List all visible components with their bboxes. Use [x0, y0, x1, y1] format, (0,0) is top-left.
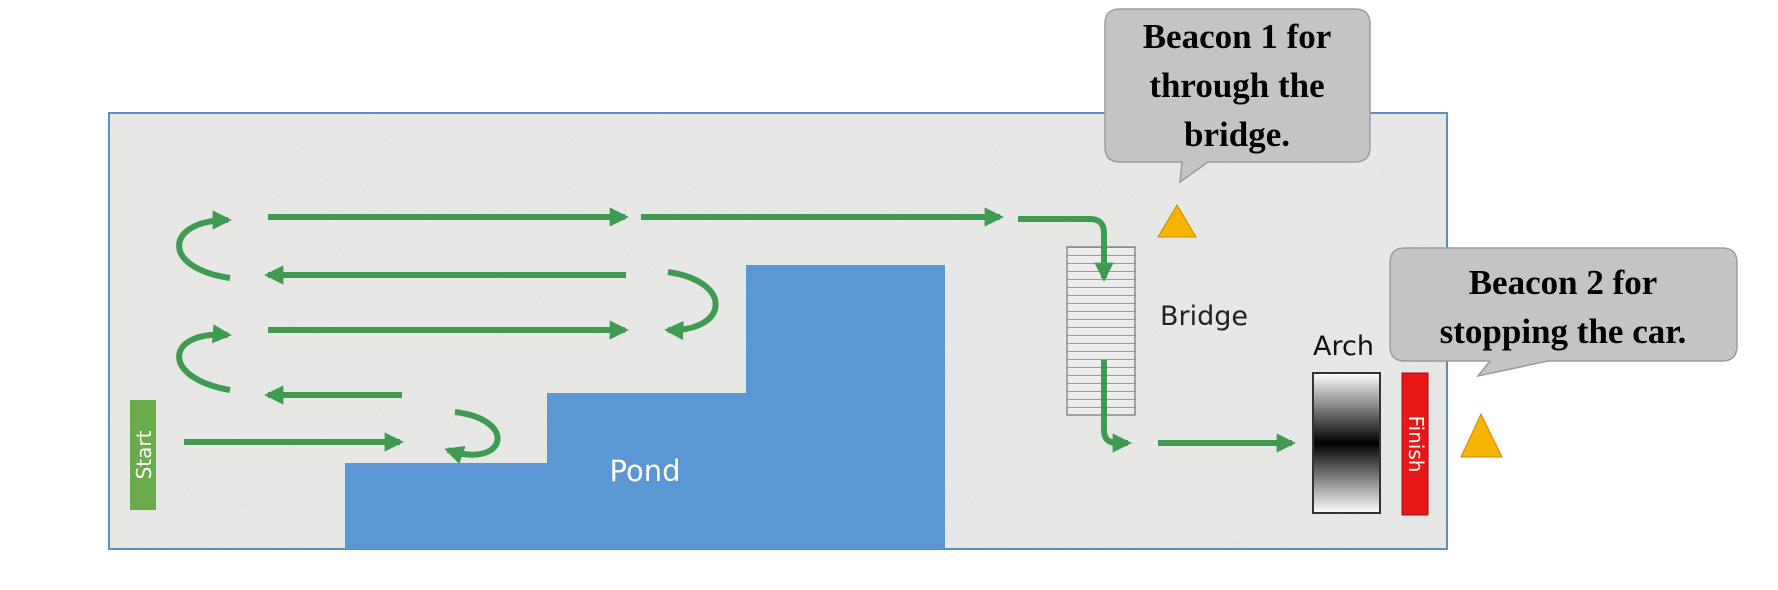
arch-label: Arch: [1313, 331, 1374, 362]
finish-pad: [1401, 372, 1429, 516]
path-arrow-out-of-bridge: [1101, 360, 1132, 453]
arch: [1312, 372, 1381, 514]
start-label: Start: [132, 430, 156, 479]
pond: [345, 265, 945, 549]
u-turn-arrow-1: [444, 409, 501, 465]
u-turn-arrow-3: [664, 269, 719, 341]
bridge-path-arrows: [1018, 216, 1296, 453]
bridge-label: Bridge: [1160, 301, 1248, 332]
beacon2-callout: Beacon 2 for stopping the car.: [1389, 247, 1738, 378]
finish-label: Finish: [1404, 416, 1428, 473]
u-turn-arrow-2: [176, 324, 232, 393]
beacon1-callout: Beacon 1 for through the bridge.: [1104, 8, 1371, 184]
beacon2-line-2: stopping the car.: [1440, 312, 1687, 351]
beacon2-line-1: Beacon 2 for: [1469, 263, 1658, 302]
pond-label: Pond: [610, 454, 681, 488]
warning-triangle-icon: [1157, 204, 1197, 238]
beacon1-line-3: bridge.: [1184, 115, 1290, 154]
beacon1-line-2: through the: [1149, 66, 1324, 105]
path-arrows: [176, 207, 1004, 465]
path-arrow-into-bridge: [1018, 216, 1114, 282]
warning-triangle-icon: [1460, 412, 1503, 458]
beacon1-line-1: Beacon 1 for: [1143, 17, 1332, 56]
u-turn-arrow-4: [176, 210, 232, 281]
start-pad: [130, 400, 156, 510]
